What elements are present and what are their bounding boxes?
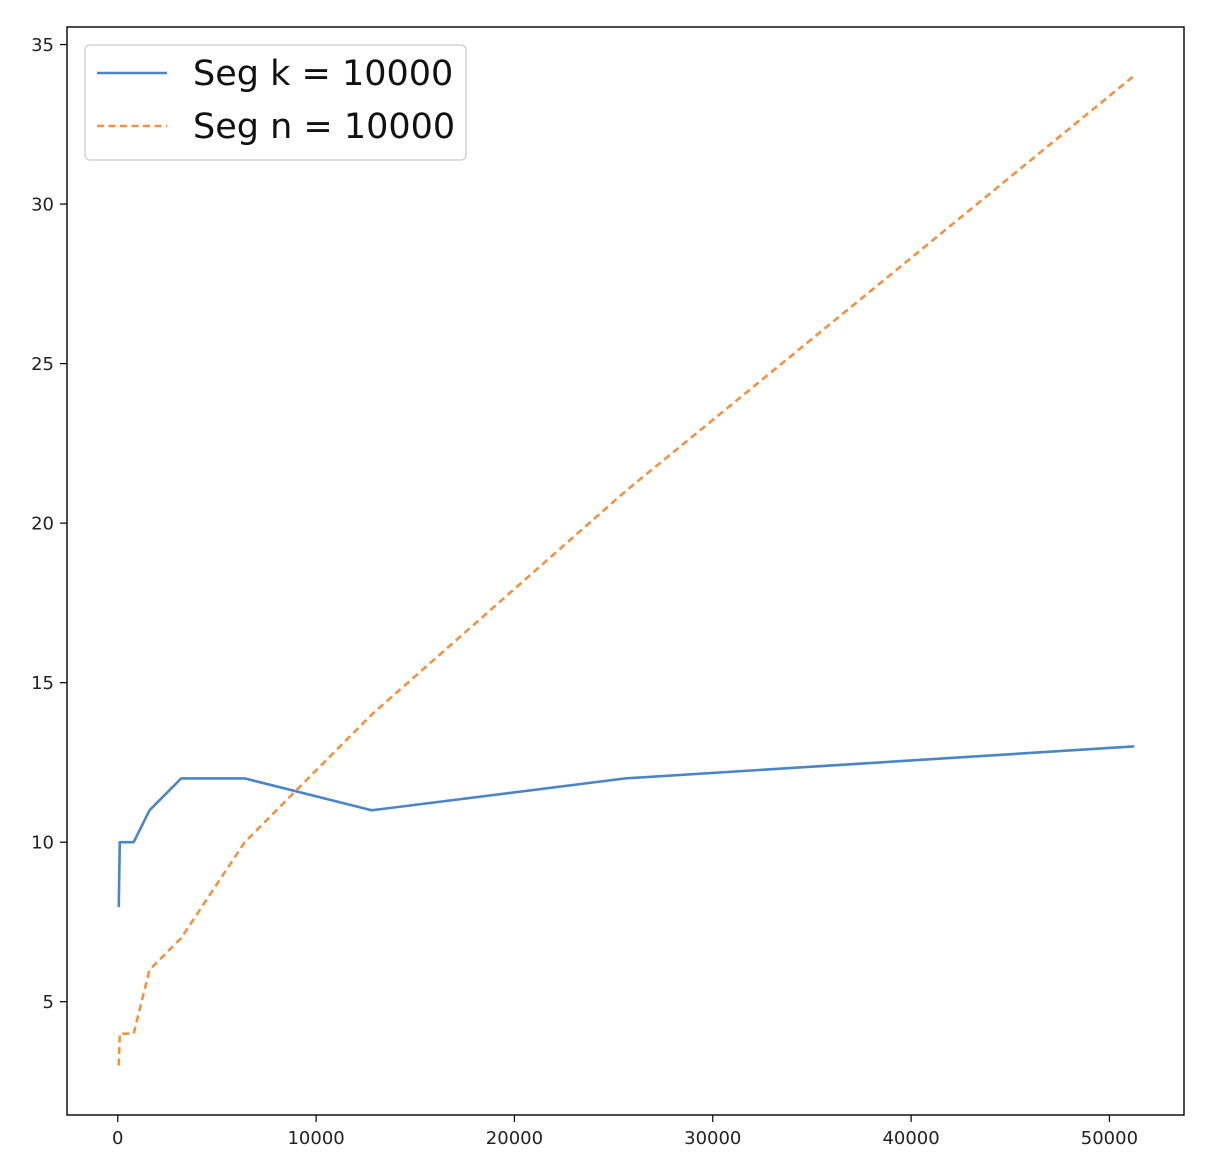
legend: Seg k = 10000 Seg n = 10000 [84, 44, 467, 161]
x-tick-label: 0 [112, 1128, 123, 1149]
y-tick-label: 10 [31, 833, 54, 854]
y-tick-label: 15 [31, 673, 54, 694]
y-tick-label: 20 [31, 514, 54, 535]
legend-label-2: Seg n = 10000 [193, 107, 455, 147]
y-tick-label: 35 [31, 35, 54, 56]
y-tick-label: 5 [43, 992, 54, 1013]
x-tick-label: 30000 [684, 1128, 741, 1149]
legend-box [84, 44, 467, 161]
plot-area [67, 27, 1184, 1115]
series-line-2 [117, 75, 1135, 1066]
y-tick-label: 25 [31, 354, 54, 375]
x-tick-label: 40000 [882, 1128, 939, 1149]
legend-label-1: Seg k = 10000 [193, 54, 453, 94]
y-tick-label: 30 [31, 195, 54, 216]
x-tick-label: 20000 [486, 1128, 543, 1149]
x-tick-label: 50000 [1081, 1128, 1138, 1149]
series-line-1 [117, 745, 1135, 908]
axes-frame [66, 26, 1185, 1116]
x-tick-label: 10000 [287, 1128, 344, 1149]
